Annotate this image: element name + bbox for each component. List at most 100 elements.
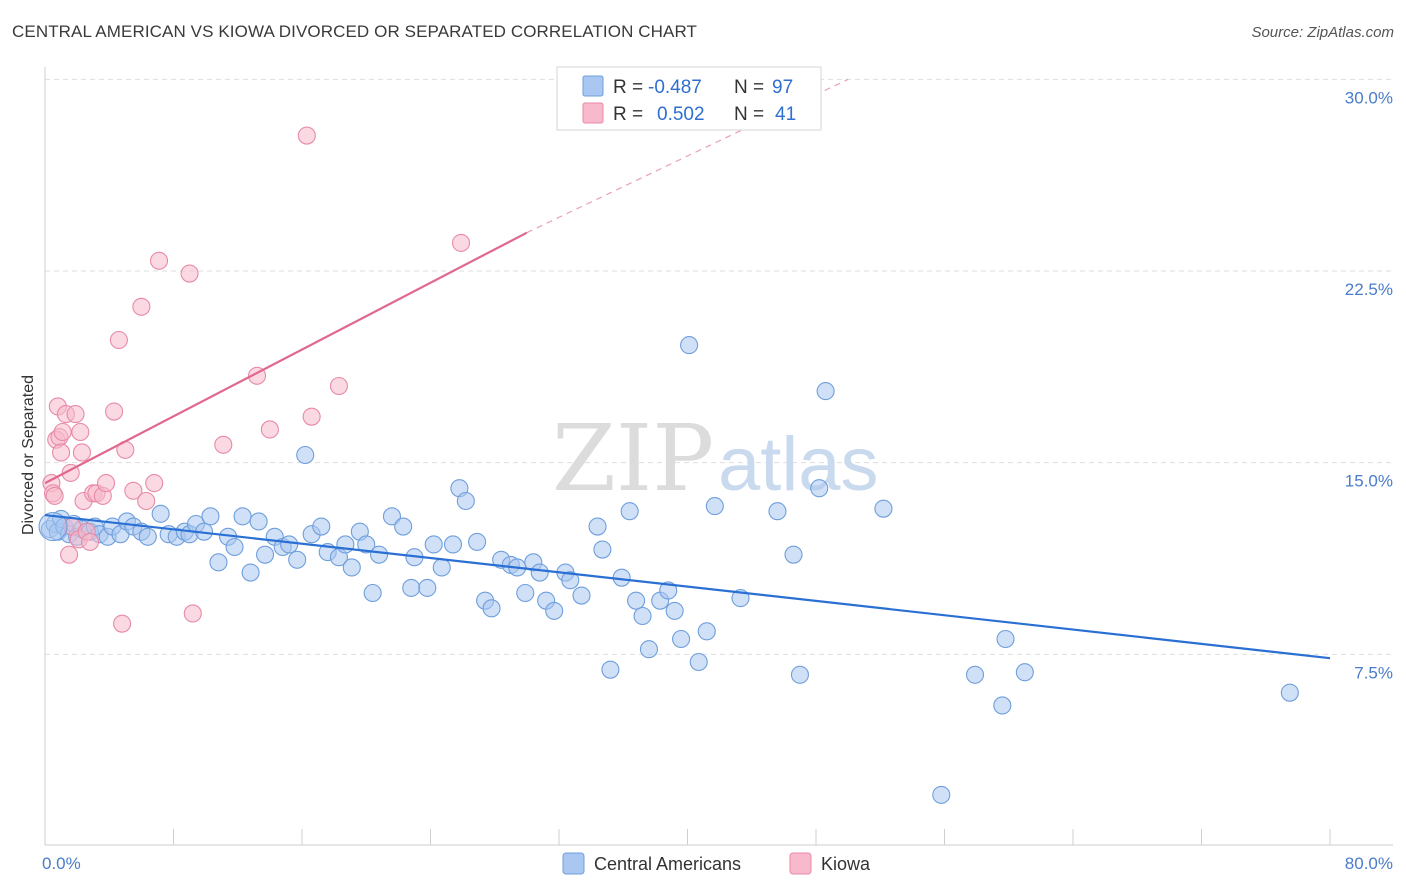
point-central-americans-100: [1015, 663, 1034, 682]
point-central-americans-72: [572, 586, 591, 605]
bottom-legend-swatch-central-americans: [562, 852, 585, 875]
point-central-americans-30: [233, 507, 252, 526]
point-kiowa-30: [145, 474, 164, 493]
bottom-legend-label-kiowa: Kiowa: [821, 854, 871, 874]
point-kiowa-9: [60, 545, 79, 564]
point-central-americans-58: [456, 491, 475, 511]
y-tick-label-0: 7.5%: [1354, 663, 1393, 682]
y-tick-label-3: 30.0%: [1345, 88, 1393, 107]
point-kiowa-7: [53, 422, 72, 442]
point-central-americans-86: [689, 652, 708, 672]
point-kiowa-31: [149, 251, 169, 270]
point-central-americans-77: [620, 502, 639, 521]
trend-lines: [44, 78, 1331, 660]
point-central-americans-48: [370, 545, 389, 564]
point-kiowa-23: [105, 402, 124, 421]
point-central-americans-95: [874, 499, 893, 518]
point-central-americans-92: [790, 665, 809, 684]
point-central-americans-67: [530, 563, 549, 582]
point-central-americans-65: [516, 583, 535, 603]
point-kiowa-15: [72, 443, 91, 462]
legend-swatch-central-americans: [582, 75, 604, 97]
watermark-zip: ZIP: [552, 405, 714, 512]
point-central-americans-27: [209, 553, 228, 572]
point-central-americans-85: [680, 336, 699, 355]
point-central-americans-78: [627, 591, 646, 610]
point-central-americans-56: [443, 535, 463, 554]
point-kiowa-2: [45, 486, 64, 505]
point-kiowa-18: [80, 532, 100, 551]
point-kiowa-6: [52, 443, 71, 462]
point-kiowa-29: [137, 491, 156, 511]
trend-line-kiowa: [44, 231, 528, 485]
legend-r-label-1: R =: [613, 77, 643, 98]
y-tick-labels: 7.5% 15.0% 22.5% 30.0%: [1345, 88, 1393, 682]
source-label: Source: ZipAtlas.com: [1251, 24, 1394, 41]
point-kiowa-36: [260, 420, 279, 439]
point-central-americans-94: [816, 382, 835, 401]
y-axis-label: Divorced or Separated: [20, 375, 37, 535]
point-central-americans-79: [633, 606, 652, 626]
point-central-americans-32: [249, 512, 268, 531]
point-central-americans-69: [545, 601, 564, 620]
point-kiowa-37: [297, 126, 316, 145]
point-central-americans-80: [639, 640, 659, 659]
point-central-americans-53: [418, 578, 437, 597]
bottom-legend-swatch-kiowa: [789, 852, 812, 875]
point-central-americans-43: [336, 535, 355, 554]
y-tick-label-2: 22.5%: [1345, 280, 1393, 299]
point-central-americans-88: [705, 497, 724, 516]
legend-n-label-2: N =: [734, 104, 764, 125]
point-central-americans-71: [561, 571, 580, 590]
point-central-americans-73: [588, 517, 607, 536]
point-kiowa-33: [183, 604, 202, 623]
data-points: [38, 126, 1299, 804]
point-central-americans-96: [932, 785, 951, 804]
point-kiowa-14: [71, 422, 90, 442]
point-central-americans-82: [659, 581, 678, 600]
point-central-americans-98: [993, 696, 1012, 715]
point-central-americans-33: [256, 545, 275, 564]
point-central-americans-36: [280, 535, 299, 554]
point-central-americans-101: [1280, 683, 1299, 702]
point-central-americans-19: [151, 504, 170, 523]
point-central-americans-49: [382, 507, 402, 526]
point-central-americans-97: [965, 665, 985, 684]
point-central-americans-37: [288, 550, 307, 569]
axes: [44, 67, 1393, 846]
point-kiowa-38: [302, 407, 321, 426]
point-central-americans-74: [593, 540, 612, 559]
legend-n-value-2: 41: [775, 104, 796, 125]
watermark-atlas: atlas: [718, 422, 879, 507]
point-central-americans-44: [342, 558, 361, 577]
point-kiowa-27: [124, 481, 143, 500]
point-central-americans-cluster: [38, 512, 68, 542]
point-central-americans-61: [482, 599, 501, 618]
legend-swatch-kiowa: [582, 102, 604, 124]
point-central-americans-26: [201, 507, 220, 526]
point-kiowa-28: [132, 297, 151, 316]
point-central-americans-50: [394, 517, 413, 536]
chart-title: CENTRAL AMERICAN VS KIOWA DIVORCED OR SE…: [12, 22, 698, 41]
trend-line-extension-kiowa: [526, 78, 849, 234]
point-central-americans-84: [672, 629, 691, 649]
watermark: ZIP atlas: [552, 405, 879, 512]
point-kiowa-24: [109, 330, 128, 350]
point-central-americans-38: [296, 445, 315, 465]
point-central-americans-54: [424, 535, 443, 554]
point-central-americans-93: [810, 479, 829, 498]
point-central-americans-87: [697, 622, 716, 641]
legend-r-label-2: R =: [613, 104, 643, 125]
x-tick-label-max: 80.0%: [1345, 854, 1393, 873]
point-central-americans-18: [138, 527, 157, 546]
point-kiowa-12: [66, 405, 85, 424]
point-kiowa-25: [113, 614, 132, 633]
stats-legend: R = -0.487 N = 97 R = 0.502 N = 41: [556, 66, 822, 131]
point-central-americans-91: [784, 545, 803, 564]
legend-n-label-1: N =: [734, 77, 764, 98]
point-kiowa-32: [180, 264, 199, 283]
point-central-americans-90: [768, 502, 787, 521]
y-tick-label-1: 15.0%: [1345, 472, 1393, 491]
point-central-americans-40: [312, 517, 331, 536]
